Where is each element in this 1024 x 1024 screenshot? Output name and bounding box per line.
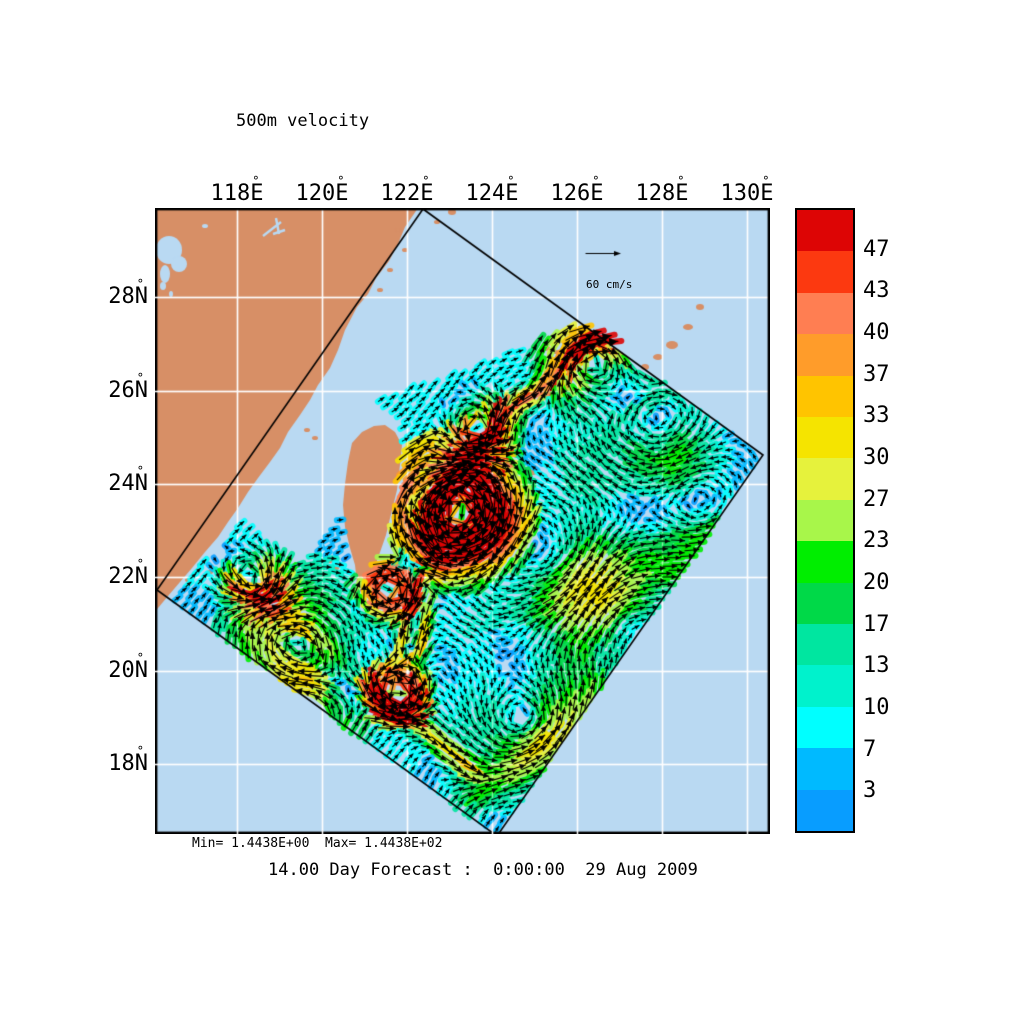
lon-tick-label: 130E ° [720, 174, 774, 206]
minmax-note: Min= 1.4438E+00 Max= 1.4438E+02 [192, 836, 443, 851]
colorbar-tick-label: 43 [863, 278, 890, 304]
colorbar-segment [797, 375, 853, 418]
colorbar-segment [797, 582, 853, 625]
lat-tick-label: 26N ° [108, 371, 148, 403]
lon-tick-label: 126E ° [550, 174, 604, 206]
reference-vector-label: 60 cm/s [586, 278, 633, 291]
colorbar-tick-label: 13 [863, 653, 890, 679]
colorbar-segment [797, 458, 853, 500]
map-canvas [155, 208, 770, 834]
lon-tick-label: 118E ° [210, 174, 264, 206]
forecast-caption: 14.00 Day Forecast : 0:00:00 29 Aug 2009 [268, 860, 698, 880]
colorbar-tick-label: 37 [863, 361, 890, 387]
lon-tick-label: 124E ° [465, 174, 519, 206]
colorbar-segment [797, 665, 853, 707]
colorbar-tick-label: 23 [863, 528, 890, 554]
colorbar-segment [797, 292, 853, 335]
lat-tick-label: 18N ° [108, 744, 148, 776]
colorbar-tick-label: 40 [863, 320, 890, 345]
colorbar-segment [797, 541, 853, 583]
colorbar-tick-label: 10 [863, 695, 890, 720]
colorbar-tick-label: 20 [863, 570, 890, 595]
colorbar-segment [797, 499, 853, 542]
colorbar-tick-label: 3 [863, 778, 877, 804]
lon-tick-label: 120E ° [295, 174, 349, 206]
colorbar-segment [797, 789, 853, 832]
lat-tick-label: 24N ° [108, 464, 148, 496]
lat-tick-label: 22N ° [108, 557, 148, 589]
colorbar-segment [797, 706, 853, 749]
colorbar-tick-label: 17 [863, 611, 890, 637]
colorbar-tick-label: 33 [863, 403, 890, 429]
colorbar-tick-label: 30 [863, 445, 890, 470]
lon-tick-label: 128E ° [635, 174, 689, 206]
colorbar-segment [797, 624, 853, 666]
plot-title: 500m velocity [236, 111, 370, 131]
colorbar-segment [797, 210, 853, 252]
colorbar-segment [797, 748, 853, 790]
lon-tick-label: 122E ° [380, 174, 434, 206]
lat-tick-label: 20N ° [108, 651, 148, 683]
colorbar-segment [797, 334, 853, 376]
lat-tick-label: 28N ° [108, 277, 148, 309]
colorbar-tick-label: 27 [863, 486, 890, 512]
colorbar-segment [797, 251, 853, 293]
colorbar-tick-label: 47 [863, 236, 890, 262]
colorbar-tick-label: 7 [863, 736, 877, 762]
colorbar-segment [797, 417, 853, 459]
colorbar [795, 208, 855, 833]
